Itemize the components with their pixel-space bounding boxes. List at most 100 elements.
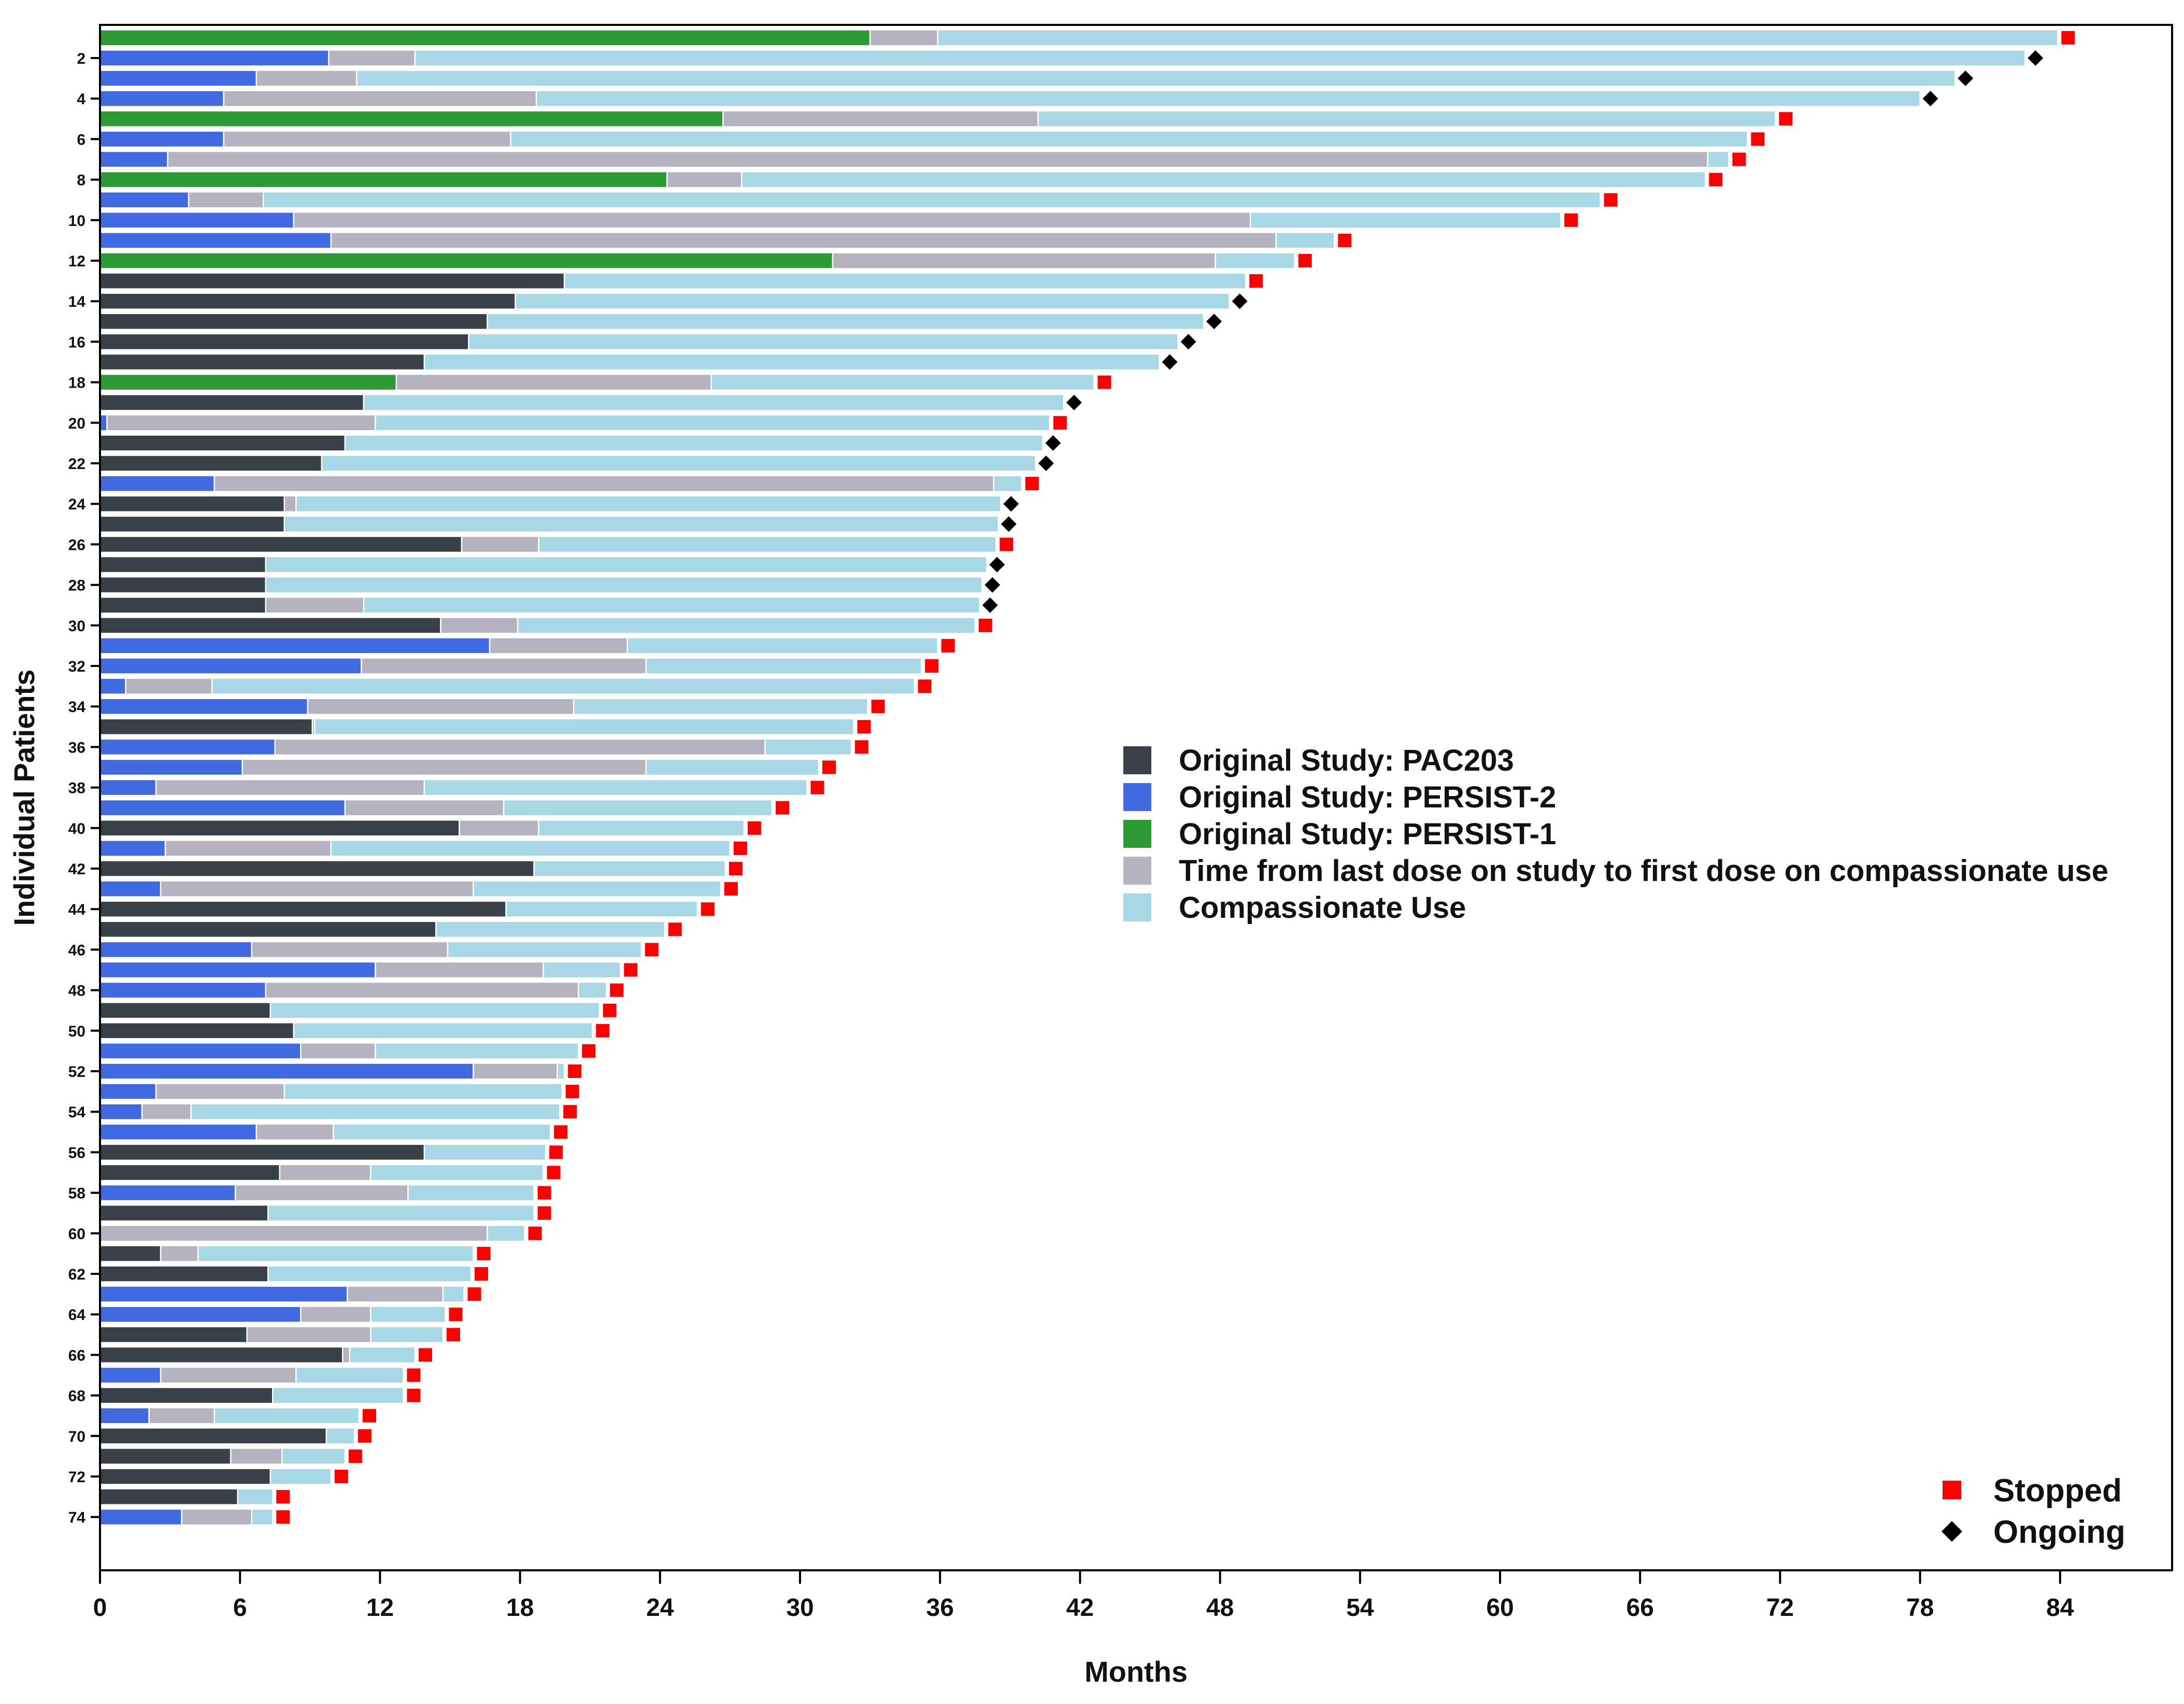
- bar-segment-gap-31: [489, 637, 629, 655]
- stopped-marker-43: [724, 882, 738, 896]
- legend-swatch-pac203: [1123, 746, 1151, 774]
- bar-segment-cu-38: [423, 778, 808, 797]
- x-tick-label-60: 60: [1486, 1594, 1514, 1622]
- stopped-marker-35: [857, 720, 871, 734]
- bar-segment-gap-55: [255, 1123, 334, 1141]
- patient-bar-49: [99, 1001, 600, 1019]
- bar-segment-cu-11: [1275, 232, 1335, 249]
- patient-bar-60: [99, 1225, 525, 1242]
- patient-bar-73: [99, 1488, 274, 1506]
- bar-segment-study-20: [99, 414, 108, 432]
- y-tick-label-2: 2: [77, 50, 85, 67]
- patient-bar-48: [99, 981, 607, 999]
- patient-bar-17: [99, 353, 1160, 371]
- bar-segment-study-39: [99, 799, 346, 817]
- bar-segment-gap-60: [99, 1225, 488, 1242]
- bar-segment-gap-41: [164, 840, 332, 857]
- y-tick-label-46: 46: [68, 942, 85, 959]
- ongoing-marker-3: [1958, 70, 1974, 87]
- stopped-marker-12: [1298, 254, 1312, 267]
- stopped-marker-10: [1564, 213, 1578, 227]
- patient-bar-37: [99, 758, 820, 776]
- patient-bar-27: [99, 556, 988, 574]
- x-tick-label-18: 18: [506, 1594, 534, 1622]
- bar-segment-cu-10: [1249, 211, 1562, 229]
- bar-segment-study-45: [99, 920, 437, 939]
- bar-segment-study-12: [99, 252, 834, 269]
- stopped-marker-47: [624, 963, 638, 977]
- bar-segment-gap-23: [213, 475, 995, 492]
- bar-segment-study-63: [99, 1285, 348, 1303]
- stopped-marker-74: [276, 1510, 290, 1524]
- bar-segment-study-30: [99, 617, 441, 634]
- bar-segment-cu-45: [435, 920, 666, 939]
- patient-bar-16: [99, 333, 1179, 351]
- bar-segment-cu-30: [517, 617, 976, 634]
- axes-layer: [99, 24, 2173, 1571]
- bar-segment-study-6: [99, 130, 224, 148]
- patient-bar-45: [99, 920, 666, 939]
- y-tick-label-68: 68: [68, 1388, 85, 1405]
- bar-segment-study-59: [99, 1204, 269, 1222]
- y-tick-label-32: 32: [68, 658, 85, 675]
- y-tick-label-16: 16: [68, 334, 85, 351]
- bar-segment-cu-25: [283, 515, 1000, 533]
- x-tick-label-0: 0: [93, 1594, 107, 1622]
- bar-segment-cu-26: [538, 535, 997, 553]
- stopped-marker-48: [610, 983, 624, 997]
- patient-bar-14: [99, 292, 1230, 310]
- bar-segment-gap-74: [181, 1508, 252, 1526]
- patient-bar-1: [99, 29, 2059, 47]
- patient-bar-42: [99, 860, 726, 877]
- bar-segment-cu-8: [741, 171, 1706, 189]
- bar-segment-study-1: [99, 29, 871, 47]
- patient-bar-10: [99, 211, 1562, 229]
- bar-segment-study-40: [99, 819, 460, 837]
- y-tick-label-72: 72: [68, 1469, 85, 1486]
- bar-segment-gap-58: [234, 1184, 409, 1202]
- y-tick-label-22: 22: [68, 456, 85, 473]
- patient-bar-52: [99, 1062, 565, 1080]
- bar-segment-study-28: [99, 576, 266, 594]
- legend-label-cu: Compassionate Use: [1179, 891, 1466, 925]
- bar-segment-cu-70: [325, 1427, 355, 1445]
- stopped-marker-72: [334, 1470, 348, 1483]
- bar-segment-gap-9: [188, 191, 264, 209]
- stopped-marker-58: [537, 1186, 551, 1200]
- patient-bar-8: [99, 171, 1706, 189]
- stopped-marker-23: [1025, 477, 1039, 491]
- bar-segment-study-44: [99, 900, 507, 918]
- bar-segment-study-43: [99, 880, 162, 898]
- bar-segment-study-35: [99, 718, 313, 736]
- x-tick-label-66: 66: [1626, 1594, 1654, 1622]
- bar-segment-cu-72: [269, 1468, 332, 1485]
- stopped-marker-73: [276, 1490, 290, 1504]
- bar-segment-study-17: [99, 353, 425, 371]
- bar-segment-study-4: [99, 90, 224, 107]
- bar-segment-gap-39: [344, 799, 505, 817]
- bar-segment-study-32: [99, 657, 362, 675]
- bar-segment-cu-16: [468, 333, 1179, 351]
- bar-segment-study-54: [99, 1103, 143, 1120]
- stopped-marker-60: [528, 1226, 542, 1240]
- stopped-marker-39: [775, 801, 789, 815]
- bar-segment-cu-37: [645, 758, 820, 776]
- bar-segment-study-8: [99, 171, 668, 189]
- bar-segment-cu-13: [563, 272, 1247, 290]
- bar-segment-cu-55: [333, 1123, 551, 1141]
- patient-bar-65: [99, 1326, 444, 1344]
- y-tick-label-20: 20: [68, 415, 85, 432]
- bar-segment-gap-38: [155, 778, 425, 797]
- stopped-marker-71: [348, 1449, 362, 1463]
- x-tick-label-84: 84: [2046, 1594, 2074, 1622]
- bar-segment-study-19: [99, 393, 365, 411]
- bar-segment-study-66: [99, 1346, 344, 1364]
- patient-bar-51: [99, 1042, 579, 1060]
- bar-segment-study-48: [99, 981, 266, 999]
- y-tick-label-28: 28: [68, 577, 85, 594]
- bar-segment-cu-66: [349, 1346, 416, 1364]
- bar-segment-cu-40: [538, 819, 745, 837]
- x-tick-label-54: 54: [1346, 1594, 1374, 1622]
- patient-bar-46: [99, 941, 643, 959]
- y-tick-label-10: 10: [68, 212, 85, 230]
